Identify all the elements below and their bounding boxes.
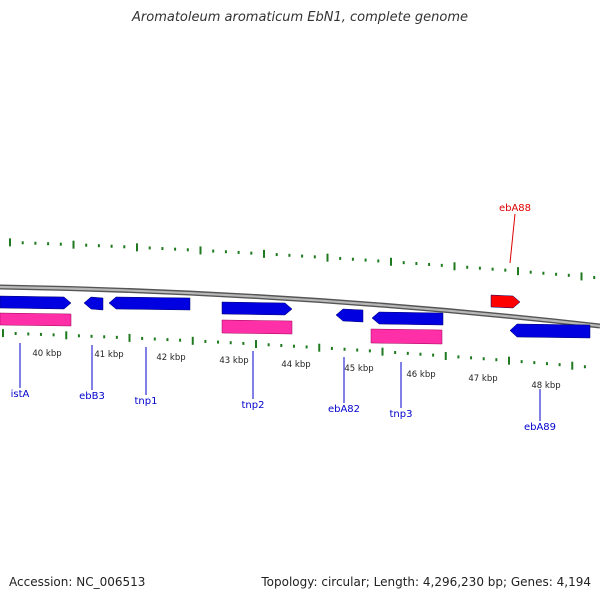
cds-box (221, 319, 293, 335)
gene-label-ebA88: ebA88 (499, 203, 531, 214)
scale-label: 47 kbp (468, 374, 497, 384)
backbone-line (0, 285, 600, 328)
scale-label: 44 kbp (281, 360, 310, 370)
gene-label-tnp1: tnp1 (135, 396, 158, 407)
cds-box (0, 312, 72, 327)
gene-arrow (335, 308, 364, 323)
gene-label-ebB3: ebB3 (79, 391, 105, 402)
scale-labels: 40 kbp 41 kbp 42 kbp 43 kbp 44 kbp 45 kbp 46 k… (32, 349, 560, 391)
gene-leader-line (509, 213, 516, 264)
scale-label: 41 kbp (94, 350, 123, 360)
scale-label: 46 kbp (406, 370, 435, 380)
scale-label: 48 kbp (531, 381, 560, 391)
gene-arrow (221, 301, 293, 316)
gene-label-tnp2: tnp2 (242, 400, 265, 411)
gene-arrow (371, 311, 444, 326)
gene-arrow (83, 296, 104, 311)
gene-label-ebA82: ebA82 (328, 404, 360, 415)
gene-label-istA: istA (11, 389, 30, 400)
map-title: Aromatoleum aromaticum EbN1, complete ge… (132, 10, 468, 25)
cds-box (370, 328, 443, 345)
feature-track (0, 294, 591, 345)
gene-label-tnp3: tnp3 (390, 409, 413, 420)
gene-arrow (108, 296, 191, 311)
outer-tick-track (9, 238, 596, 281)
gene-label-ebA89: ebA89 (524, 422, 556, 433)
scale-label: 45 kbp (344, 364, 373, 374)
accession-text: Accession: NC_006513 (9, 575, 146, 589)
gene-arrow (0, 295, 72, 310)
scale-label: 40 kbp (32, 349, 61, 359)
genome-summary-text: Topology: circular; Length: 4,296,230 bp… (261, 575, 591, 589)
gene-labels: istA ebB3 tnp1 tnp2 ebA82 tnp3 ebA89 ebA88 (11, 203, 556, 433)
scale-label: 42 kbp (156, 353, 185, 363)
scale-label: 43 kbp (219, 356, 248, 366)
gene-arrow (509, 323, 591, 339)
highlight-gene-arrow (490, 294, 521, 309)
inner-tick-track (2, 329, 586, 370)
genome-backbone (0, 284, 600, 329)
